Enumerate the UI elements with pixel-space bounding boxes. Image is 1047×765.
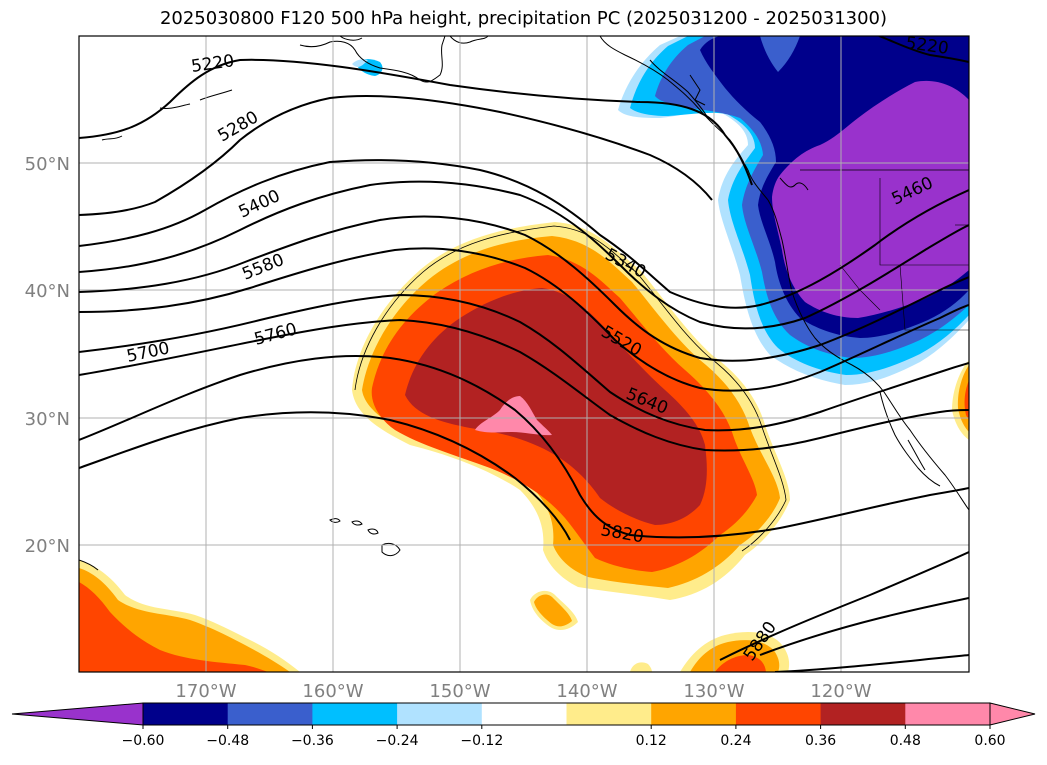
lon-label: 130°W [683, 681, 744, 702]
colorbar-tick-label: 0.36 [805, 733, 836, 749]
lat-label: 30°N [25, 409, 70, 430]
neg-fill-purple [772, 80, 969, 318]
colorbar-segment [735, 703, 822, 725]
colorbar-segment [820, 703, 906, 725]
lon-label: 170°W [175, 681, 236, 702]
colorbar-segment [312, 703, 398, 725]
lon-label: 160°W [302, 681, 363, 702]
colorbar-tick-label: 0.24 [720, 733, 751, 749]
colorbar-segment [566, 703, 652, 725]
colorbar-extend-high [989, 702, 1036, 726]
positive-anomaly-small [530, 590, 578, 630]
colorbar-extend-low [11, 702, 144, 726]
latitude-labels: 50°N 40°N 30°N 20°N [25, 154, 70, 557]
anomaly-fill-darkred [405, 288, 707, 525]
colorbar-tick-label: −0.12 [460, 733, 503, 749]
height-contours [79, 36, 969, 672]
colorbar-tick-label: −0.24 [376, 733, 419, 749]
positive-anomaly-central [352, 222, 790, 600]
lon-label: 120°W [810, 681, 871, 702]
contour-label: 5220 [904, 33, 950, 59]
colorbar-tick-label: 0.48 [890, 733, 921, 749]
colorbar-tick-label: 0.60 [974, 733, 1005, 749]
lat-label: 20°N [25, 536, 70, 557]
positive-anomaly-southwest [79, 560, 300, 672]
colorbar: −0.60 −0.48 −0.36 −0.24 −0.12 0.12 0.24 0.36 0.4… [11, 702, 1036, 749]
anomaly-outline [354, 225, 787, 552]
lat-label: 40°N [25, 281, 70, 302]
colorbar-segment [227, 703, 313, 725]
map-title: 2025030800 F120 500 hPa height, precipit… [159, 8, 888, 29]
lat-label: 50°N [25, 154, 70, 175]
colorbar-tick-label: −0.48 [206, 733, 249, 749]
colorbar-frame [142, 702, 991, 726]
colorbar-tick-label: −0.60 [122, 733, 165, 749]
map-frame [78, 35, 970, 673]
coastlines [79, 36, 969, 571]
longitude-labels: 170°W 160°W 150°W 140°W 130°W 120°W [175, 681, 871, 702]
lon-label: 140°W [556, 681, 617, 702]
colorbar-tick-label: 0.12 [636, 733, 667, 749]
colorbar-tick-label: −0.36 [291, 733, 334, 749]
colorbar-segment [143, 703, 229, 725]
neg-fill-notch [760, 36, 800, 72]
colorbar-segment [481, 703, 567, 725]
colorbar-segment [651, 703, 737, 725]
colorbar-segment [397, 703, 483, 725]
colorbar-segment [905, 703, 991, 725]
gridlines [79, 36, 969, 672]
lon-label: 150°W [429, 681, 490, 702]
